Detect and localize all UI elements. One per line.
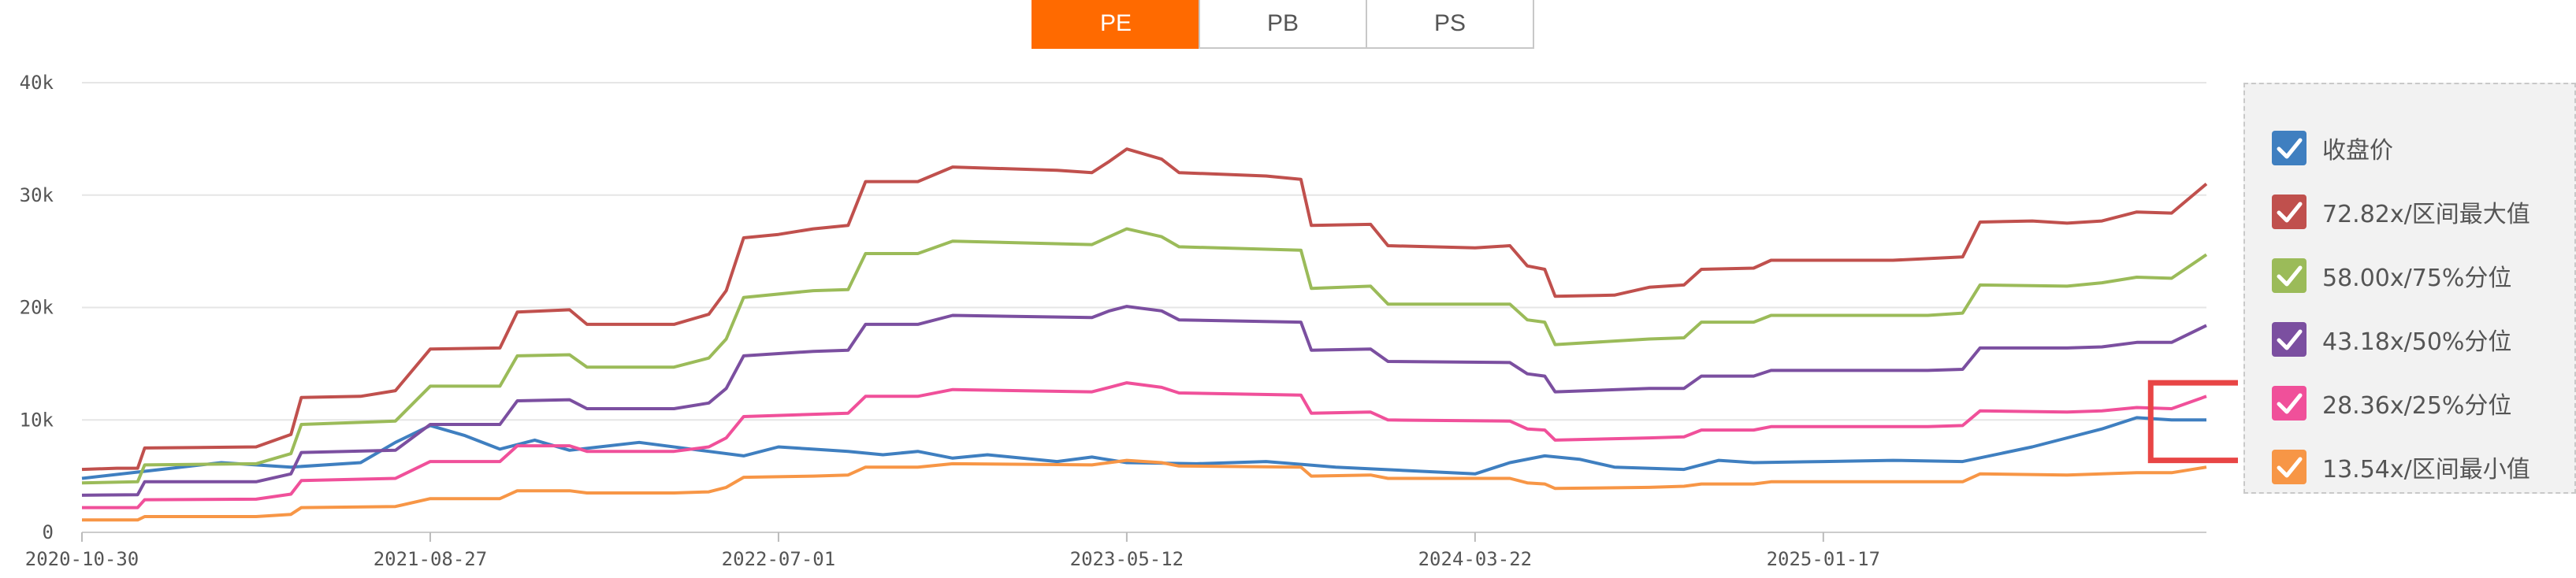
x-tick-label: 2025-01-17 — [1767, 548, 1881, 570]
legend-item-min[interactable]: 13.54x/区间最小值 — [2272, 449, 2530, 485]
x-tick-label: 2023-05-12 — [1070, 548, 1184, 570]
legend-label: 收盘价 — [2322, 137, 2393, 165]
y-axis-ticks: 0 10k 20k 30k 40k — [20, 72, 54, 543]
series-line-3 — [81, 305, 2207, 497]
checkbox-checked-icon[interactable] — [2272, 450, 2307, 484]
legend-label: 72.82x/区间最大值 — [2322, 201, 2530, 228]
legend-label: 13.54x/区间最小值 — [2322, 456, 2530, 484]
highlight-box — [2147, 380, 2238, 464]
checkbox-checked-icon[interactable] — [2272, 195, 2307, 229]
series-line-0 — [81, 416, 2206, 480]
legend-label: 43.18x/50%分位 — [2322, 328, 2512, 356]
checkbox-checked-icon[interactable] — [2272, 131, 2307, 165]
legend-item-max[interactable]: 72.82x/区间最大值 — [2272, 194, 2530, 230]
series-line-4 — [82, 381, 2207, 509]
series-line-5 — [82, 458, 2207, 522]
y-tick-label: 10k — [20, 409, 54, 431]
highlight-rect — [2147, 380, 2238, 464]
x-tick-label: 2021-08-27 — [374, 548, 488, 570]
legend-label: 58.00x/75%分位 — [2322, 265, 2512, 292]
y-tick-label: 20k — [20, 297, 54, 319]
checkbox-checked-icon[interactable] — [2272, 386, 2307, 421]
y-tick-label: 0 — [43, 521, 54, 543]
chart-series — [81, 147, 2208, 522]
tab-pe[interactable]: PE — [1032, 0, 1200, 49]
y-tick-label: 30k — [20, 184, 54, 206]
chart-gridlines — [82, 82, 2206, 421]
valuation-tabs: PE PB PS — [1032, 0, 1534, 50]
series-line-2 — [81, 227, 2208, 485]
checkbox-checked-icon[interactable] — [2272, 258, 2307, 293]
y-tick-label: 40k — [20, 72, 54, 94]
legend-label: 28.36x/25%分位 — [2322, 392, 2512, 420]
series-line-1 — [81, 147, 2208, 472]
chart-legend: 收盘价 72.82x/区间最大值 58.00x/75%分位 43.18x/50%… — [2243, 83, 2576, 494]
legend-item-close-price[interactable]: 收盘价 — [2272, 130, 2393, 166]
x-axis: 2020-10-30 2021-08-27 2022-07-01 2023-05-12… — [25, 532, 2206, 570]
x-tick-label: 2022-07-01 — [722, 548, 836, 570]
x-tick-label: 2024-03-22 — [1418, 548, 1533, 570]
tab-ps[interactable]: PS — [1366, 0, 1534, 49]
legend-item-p75[interactable]: 58.00x/75%分位 — [2272, 258, 2511, 294]
checkbox-checked-icon[interactable] — [2272, 322, 2307, 357]
x-tick-label: 2020-10-30 — [25, 548, 139, 570]
legend-item-p50[interactable]: 43.18x/50%分位 — [2272, 321, 2511, 358]
legend-item-p25[interactable]: 28.36x/25%分位 — [2272, 385, 2511, 421]
valuation-line-chart: 0 10k 20k 30k 40k 2020-10-30 2021-08-27 2022-0… — [20, 72, 2238, 570]
